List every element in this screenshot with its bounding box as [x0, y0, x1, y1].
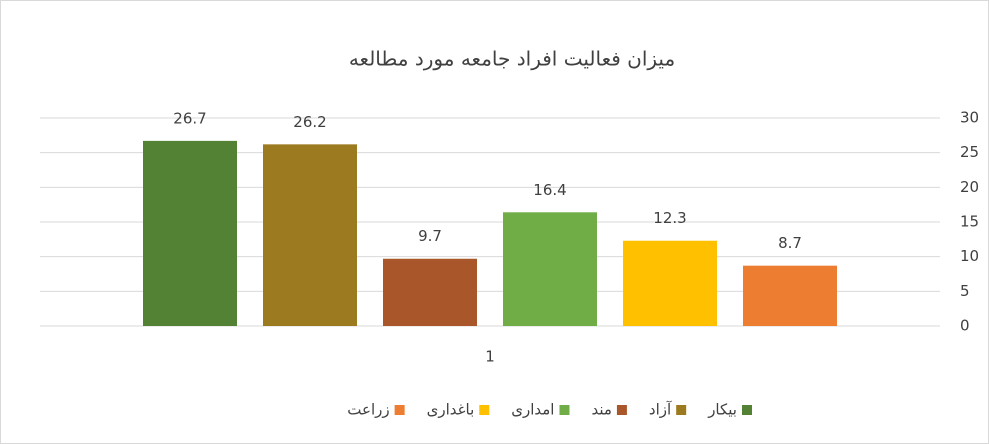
- y-tick-label: 15: [960, 213, 979, 231]
- bar: [383, 259, 477, 326]
- value-label: 8.7: [778, 234, 802, 252]
- page: {"chart_data": {"type": "bar", "title": …: [0, 0, 989, 444]
- bar: [623, 241, 717, 326]
- chart: میزان فعالیت افراد جامعه مورد مطالعه 0 5 1…: [0, 0, 989, 444]
- legend-swatch: [676, 405, 686, 415]
- value-label: 9.7: [418, 227, 442, 245]
- chart-title: میزان فعالیت افراد جامعه مورد مطالعه: [349, 47, 675, 71]
- legend-label: مند: [591, 401, 611, 419]
- x-tick-label: 1: [485, 348, 495, 366]
- value-label: 12.3: [653, 209, 686, 227]
- value-label: 16.4: [533, 181, 566, 199]
- legend-swatch: [559, 405, 569, 415]
- legend-swatch: [617, 405, 627, 415]
- bar: [263, 144, 357, 326]
- legend-label: امداری: [511, 401, 554, 419]
- legend-label: بیکار: [707, 401, 737, 419]
- y-tick-label: 5: [960, 282, 970, 300]
- y-tick-label: 30: [960, 109, 979, 127]
- value-label: 26.7: [173, 109, 206, 127]
- value-label: 26.2: [293, 113, 326, 131]
- legend-swatch: [395, 405, 405, 415]
- legend-swatch: [742, 405, 752, 415]
- y-tick-label: 10: [960, 247, 979, 265]
- bar: [503, 212, 597, 326]
- legend-label: آزاد: [649, 401, 672, 419]
- y-tick-label: 20: [960, 178, 979, 196]
- legend-label: باغداری: [427, 401, 475, 419]
- legend-label: زراعت: [347, 401, 389, 419]
- y-tick-label: 25: [960, 143, 979, 161]
- y-tick-label: 0: [960, 317, 970, 335]
- bar: [143, 141, 237, 326]
- bar: [743, 266, 837, 326]
- legend-swatch: [479, 405, 489, 415]
